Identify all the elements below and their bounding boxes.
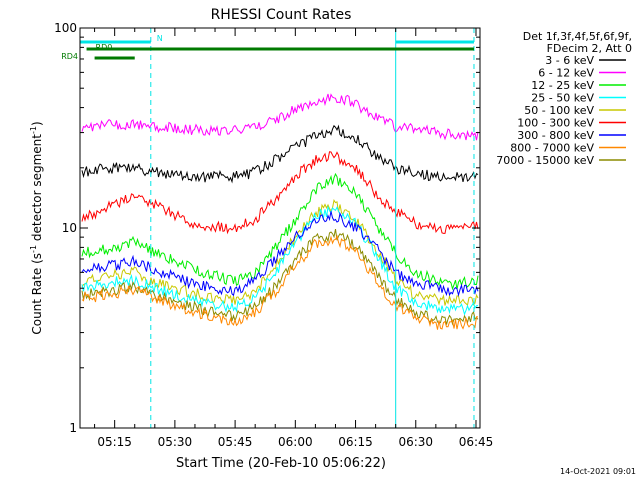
x-axis-label: Start Time (20-Feb-10 05:06:22) [176, 456, 386, 471]
series-line-5 [81, 151, 479, 235]
series-line-3 [81, 205, 479, 316]
flags-layer: N RD0 RD4 [61, 34, 474, 61]
y-label-sup-1: -1 [29, 245, 38, 253]
legend-label-0: 3 - 6 keV [545, 54, 594, 67]
x-tick-label-3: 06:00 [278, 435, 313, 449]
legend-header-line-2: FDecim 2, Att 0 [547, 42, 632, 55]
flag-label-rd0: RD0 [96, 43, 113, 52]
series-line-6 [81, 211, 479, 297]
legend-label-2: 12 - 25 keV [531, 79, 594, 92]
legend-label-1: 6 - 12 keV [538, 67, 594, 80]
chart-title: RHESSI Count Rates [211, 7, 352, 23]
x-tick-label-0: 05:15 [97, 435, 132, 449]
legend: Det 1f,3f,4f,5f,6f,9f, FDecim 2, Att 0 3… [496, 30, 632, 167]
x-tick-label-6: 06:45 [459, 435, 494, 449]
y-label-part-2: detector segment [30, 134, 44, 245]
y-label-part-1: Count Rate (s [30, 253, 44, 335]
series-line-0 [81, 124, 479, 184]
y-label-part-3: ) [30, 121, 44, 126]
y-axis: 1 10 100 [54, 21, 480, 435]
legend-label-8: 7000 - 15000 keV [496, 154, 594, 167]
x-axis: 05:15 05:30 05:45 06:00 06:15 06:30 06:45 [94, 28, 494, 449]
legend-label-4: 50 - 100 keV [524, 104, 594, 117]
legend-label-3: 25 - 50 keV [531, 92, 594, 105]
y-label-sup-2: -1 [29, 126, 38, 134]
flag-label-rd4: RD4 [61, 52, 78, 61]
legend-header-line-1: Det 1f,3f,4f,5f,6f,9f, [523, 30, 632, 43]
timestamp: 14-Oct-2021 09:01 [560, 467, 636, 476]
series-line-2 [81, 172, 479, 291]
x-tick-label-4: 06:15 [338, 435, 373, 449]
legend-label-6: 300 - 800 keV [517, 129, 594, 142]
vertical-lines-layer [79, 28, 475, 428]
y-tick-label-1: 10 [62, 221, 77, 235]
x-tick-label-1: 05:30 [158, 435, 193, 449]
y-axis-label: Count Rate (s-1 detector segment-1) [29, 121, 44, 334]
series-line-1 [81, 93, 479, 141]
series-layer [81, 93, 479, 330]
y-tick-label-0: 1 [69, 421, 77, 435]
legend-label-5: 100 - 300 keV [517, 117, 594, 130]
legend-label-7: 800 - 7000 keV [510, 142, 594, 155]
series-line-7 [81, 234, 479, 330]
x-tick-label-2: 05:45 [218, 435, 253, 449]
flag-label-n: N [157, 34, 163, 43]
x-tick-label-5: 06:30 [398, 435, 433, 449]
plot-frame [79, 27, 481, 429]
y-tick-label-2: 100 [54, 21, 77, 35]
